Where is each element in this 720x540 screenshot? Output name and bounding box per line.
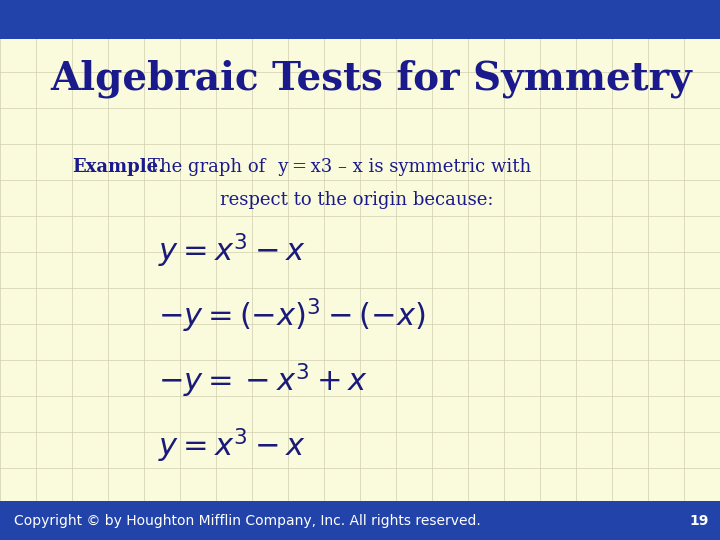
Text: Example.: Example.: [72, 158, 164, 177]
Bar: [0, 501, 720, 540]
Text: Copyright © by Houghton Mifflin Company, Inc. All rights reserved.: Copyright © by Houghton Mifflin Company,…: [14, 514, 481, 528]
Text: $y = x^{3} - x$: $y = x^{3} - x$: [158, 426, 306, 465]
Text: Algebraic Tests for Symmetry: Algebraic Tests for Symmetry: [50, 59, 692, 98]
Text: The graph of   y = x3 – x is symmetric with: The graph of y = x3 – x is symmetric wit…: [148, 158, 531, 177]
Text: $y = x^{3} - x$: $y = x^{3} - x$: [158, 232, 306, 271]
Text: respect to the origin because:: respect to the origin because:: [220, 191, 493, 209]
Text: 19: 19: [690, 514, 709, 528]
Bar: [0, 0, 720, 39]
Text: $-y = (-x)^{3} - (-x)$: $-y = (-x)^{3} - (-x)$: [158, 296, 426, 335]
Text: $-y = -x^{3} + x$: $-y = -x^{3} + x$: [158, 361, 369, 400]
